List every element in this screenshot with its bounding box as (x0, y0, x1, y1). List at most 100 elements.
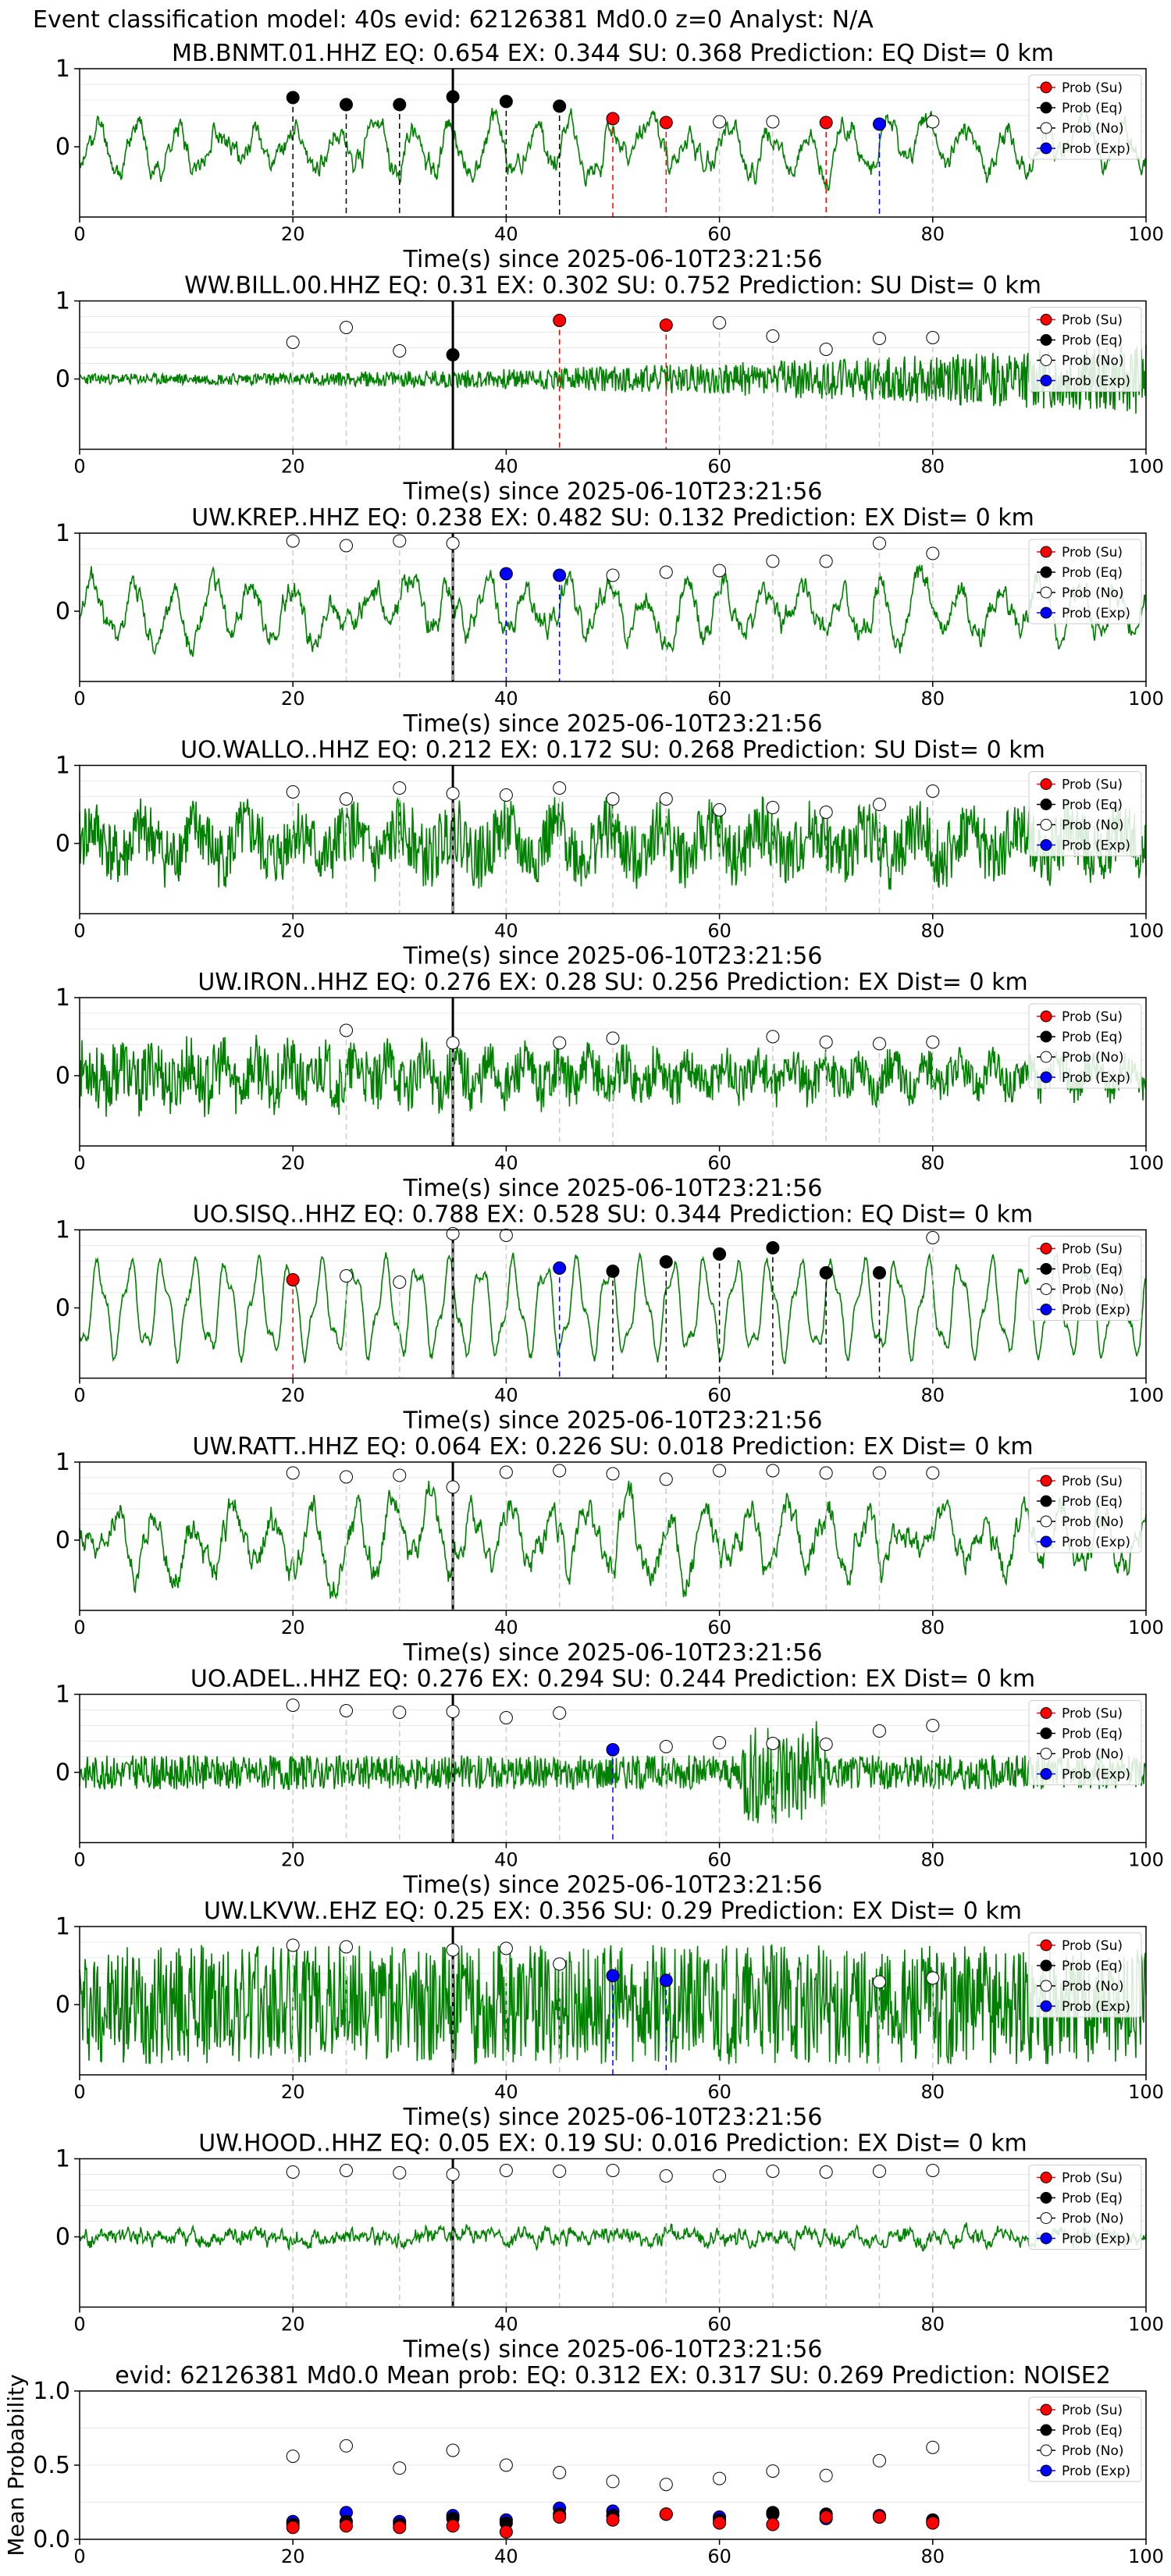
legend-label-no: Prob (No) (1062, 1747, 1124, 1763)
legend-label-eq: Prob (Eq) (1062, 333, 1123, 349)
x-tick-label: 40 (494, 2546, 518, 2567)
prob-marker-no (340, 539, 353, 553)
prob-marker-no (819, 1466, 833, 1480)
waveform-panel-10: UW.HOOD..HHZ EQ: 0.05 EX: 0.19 SU: 0.016… (55, 2130, 1164, 2364)
legend-marker-eq (1040, 799, 1052, 810)
legend-marker-exp (1040, 142, 1052, 155)
legend-label-eq: Prob (Eq) (1062, 1959, 1123, 1974)
x-tick-label: 60 (707, 2546, 731, 2567)
legend-label-eq: Prob (Eq) (1062, 1262, 1123, 1278)
prob-marker-no (499, 1711, 513, 1724)
legend-label-exp: Prob (Exp) (1062, 1767, 1130, 1783)
prob-marker-no (499, 788, 513, 802)
prob-marker-exp (659, 1973, 673, 1987)
x-tick-label: 20 (281, 1617, 305, 1638)
prob-marker-eq (766, 1241, 780, 1254)
legend-marker-exp (1040, 2000, 1052, 2012)
legend-marker-exp (1040, 839, 1052, 851)
legend-label-su: Prob (Su) (1062, 2171, 1123, 2186)
prob-marker-no (819, 1738, 833, 1751)
mean-prob-point-no (606, 2475, 620, 2489)
x-tick-label: 80 (921, 2546, 945, 2567)
legend-marker-su (1040, 1707, 1052, 1719)
prob-marker-su (819, 116, 833, 130)
x-tick-label: 80 (921, 2314, 945, 2336)
y-tick-label: 0 (55, 1527, 70, 1554)
legend: Prob (Su) Prob (Eq) Prob (No) Prob (Exp) (1028, 2165, 1142, 2250)
mean-prob-point-su (873, 2510, 886, 2524)
panel-title: UO.SISQ..HHZ EQ: 0.788 EX: 0.528 SU: 0.3… (193, 1201, 1033, 1229)
y-axis-label: Mean Probability (3, 2374, 29, 2556)
prob-marker-no (393, 2166, 407, 2179)
x-tick-label: 80 (921, 456, 945, 478)
y-tick-label: 1 (55, 1681, 70, 1709)
legend-marker-eq (1040, 1495, 1052, 1507)
legend-label-no: Prob (No) (1062, 1979, 1124, 1994)
mean-prob-point-su (766, 2517, 780, 2532)
prob-marker-no (446, 1705, 460, 1718)
prob-marker-no (286, 1938, 300, 1952)
prob-marker-no (393, 781, 407, 795)
prob-marker-eq (606, 1265, 620, 1278)
prob-marker-no (446, 536, 460, 550)
legend-marker-eq (1040, 2192, 1052, 2204)
x-tick-label: 60 (707, 1617, 731, 1638)
legend-marker-eq (1040, 1727, 1052, 1739)
legend-box (1028, 771, 1142, 856)
prob-marker-no (819, 343, 833, 356)
prob-marker-no (926, 1971, 940, 1985)
mean-prob-point-no (819, 2468, 833, 2482)
mean-prob-point-su (819, 2510, 833, 2524)
x-tick-label: 20 (281, 1385, 305, 1407)
legend-label-su: Prob (Su) (1062, 1938, 1123, 1954)
prob-marker-no (499, 1465, 513, 1479)
x-tick-label: 100 (1128, 1849, 1164, 1871)
x-tick-label: 100 (1128, 1152, 1164, 1174)
legend-marker-su (1040, 2403, 1052, 2416)
mean-prob-point-su (553, 2510, 567, 2524)
prob-marker-exp (606, 1969, 620, 1983)
legend-marker-exp (1040, 1071, 1052, 1083)
x-tick-label: 20 (281, 1152, 305, 1174)
x-tick-label: 100 (1128, 1617, 1164, 1638)
y-tick-label: 1 (55, 288, 70, 315)
x-tick-label: 40 (494, 2314, 518, 2336)
prob-marker-no (393, 1276, 407, 1289)
prob-marker-no (606, 792, 620, 806)
prob-marker-no (446, 1480, 460, 1494)
legend-marker-su (1040, 81, 1052, 94)
legend-box (1028, 1932, 1142, 2018)
prob-marker-no (713, 115, 727, 129)
legend-label-no: Prob (No) (1062, 354, 1124, 369)
y-tick-label: 1 (55, 984, 70, 1012)
prob-marker-no (553, 1036, 567, 1050)
panel-title: UW.HOOD..HHZ EQ: 0.05 EX: 0.19 SU: 0.016… (198, 2130, 1027, 2158)
legend: Prob (Su) Prob (Eq) Prob (No) Prob (Exp) (1028, 74, 1142, 160)
x-axis-label: Time(s) since 2025-06-10T23:21:56 (403, 479, 823, 506)
legend-marker-su (1040, 1939, 1052, 1952)
mean-prob-point-su (713, 2516, 727, 2530)
x-tick-label: 100 (1128, 456, 1164, 478)
waveform-panel-5: UW.IRON..HHZ EQ: 0.276 EX: 0.28 SU: 0.25… (55, 969, 1164, 1202)
axes-frame (79, 2158, 1147, 2308)
legend-box (1028, 1700, 1142, 1785)
prob-marker-no (873, 536, 886, 550)
legend-box (1028, 1468, 1142, 1553)
x-tick-label: 20 (281, 2081, 305, 2103)
legend-marker-eq (1040, 2424, 1052, 2436)
mean-prob-point-su (286, 2521, 300, 2535)
x-tick-label: 20 (281, 456, 305, 478)
mean-prob-point-no (713, 2471, 727, 2485)
axes-frame (79, 1926, 1147, 2076)
prob-marker-no (606, 2164, 620, 2177)
legend-marker-su (1040, 2172, 1052, 2183)
prob-marker-no (926, 115, 940, 129)
prob-marker-exp (553, 1261, 567, 1275)
prob-marker-no (286, 2165, 300, 2179)
legend-marker-no (1040, 1980, 1052, 1992)
prob-marker-no (393, 344, 407, 358)
legend-label-no: Prob (No) (1062, 1050, 1124, 1066)
prob-marker-exp (606, 1743, 620, 1756)
legend-label-no: Prob (No) (1062, 1283, 1124, 1298)
axes-frame (79, 300, 1147, 450)
